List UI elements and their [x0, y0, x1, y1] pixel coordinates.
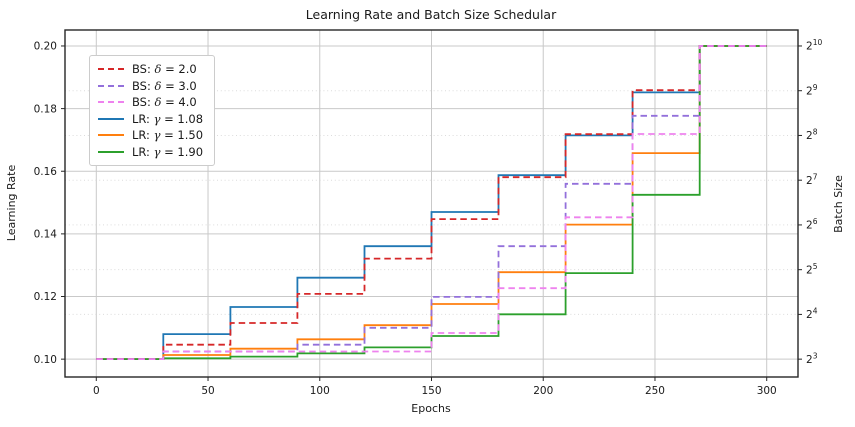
legend-item-label: LR: γ = 1.08: [132, 111, 204, 126]
x-tick-label: 250: [645, 385, 665, 397]
legend-item-label: LR: γ = 1.50: [132, 128, 204, 143]
y-tick-label-right: 28: [806, 128, 818, 143]
x-axis-label: Epochs: [411, 402, 451, 415]
series-line-bs: [96, 45, 767, 360]
legend-item-label: LR: γ = 1.90: [132, 144, 204, 159]
x-tick-label: 100: [310, 385, 330, 397]
x-tick-label: 150: [421, 385, 441, 397]
y-axis-label-left: Learning Rate: [5, 165, 18, 242]
legend-line-sample: [98, 117, 124, 120]
y-tick-label-right: 23: [806, 351, 818, 366]
tick-layer: 0.10 0.12 0.14 0.16 0.18 0.20 0 50 100 150 200 250 3…: [34, 38, 823, 397]
y-tick-label-left: 0.18: [34, 103, 57, 115]
legend-item: LR: γ = 1.50: [98, 128, 204, 143]
y-tick-label-left: 0.10: [34, 354, 57, 366]
legend: BS: δ = 2.0 BS: δ = 3.0 BS: δ = 4.0 LR: γ =…: [89, 55, 216, 166]
x-tick-label: 300: [757, 385, 777, 397]
x-tick-label: 200: [533, 385, 553, 397]
legend-item: BS: δ = 4.0: [98, 95, 203, 110]
series-layer: [96, 45, 767, 360]
y-tick-label-right: 26: [806, 217, 818, 232]
y-tick-label-left: 0.16: [34, 166, 58, 178]
y-tick-label-left: 0.12: [34, 291, 57, 303]
x-tick-label: 50: [201, 385, 214, 397]
legend-item-label: BS: δ = 2.0: [132, 62, 197, 77]
y-tick-label-left: 0.20: [34, 41, 57, 53]
x-tick-label: 0: [93, 385, 100, 397]
legend-line-sample: [98, 84, 124, 87]
legend-item-label: BS: δ = 4.0: [132, 95, 197, 110]
legend-line-sample: [98, 101, 124, 104]
y-tick-label-right: 24: [806, 307, 818, 322]
series-line-bs: [96, 45, 767, 360]
legend-line-sample: [98, 134, 124, 137]
y-tick-label-right: 29: [806, 83, 818, 98]
chart-title: Learning Rate and Batch Size Schedular: [306, 7, 557, 22]
legend-item: LR: γ = 1.08: [98, 111, 204, 126]
y-tick-label-right: 27: [806, 172, 818, 187]
legend-item: BS: δ = 3.0: [98, 78, 203, 93]
legend-item-label: BS: δ = 3.0: [132, 78, 197, 93]
legend-item: BS: δ = 2.0: [98, 62, 203, 77]
legend-item: LR: γ = 1.90: [98, 144, 204, 159]
y-axis-label-right: Batch Size: [832, 175, 845, 233]
y-tick-label-right: 25: [806, 262, 818, 277]
y-tick-label-right: 210: [806, 38, 822, 53]
y-tick-label-left: 0.14: [34, 229, 58, 241]
legend-line-sample: [98, 150, 124, 153]
legend-line-sample: [98, 68, 124, 71]
